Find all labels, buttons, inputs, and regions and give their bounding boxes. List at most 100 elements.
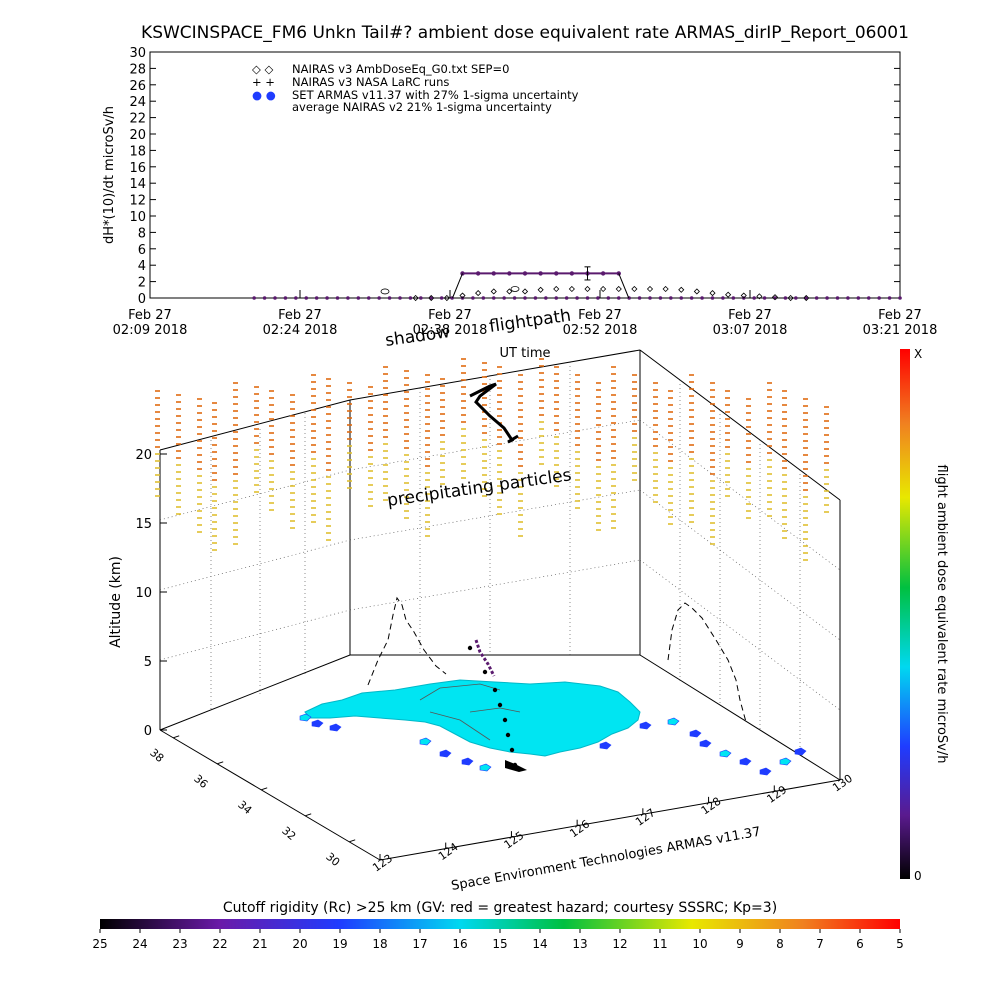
land-mass bbox=[304, 679, 641, 757]
box-edge bbox=[349, 349, 641, 401]
box-edge bbox=[159, 654, 351, 731]
cutoff-rigidity-ticks: 25 24 23 22 21 20 19 18 17 16 15 14 13 12 11 10 9 8 7 6 5 bbox=[92, 929, 904, 951]
armas-point bbox=[616, 296, 621, 300]
armas-point bbox=[512, 296, 517, 300]
x-tick-label-time: 02:38 2018 bbox=[413, 323, 488, 338]
legend-label-nairas-v3: NAIRAS v3 AmbDoseEq_G0.txt SEP=0 bbox=[292, 62, 509, 76]
cutoff-rigidity-gradient bbox=[100, 919, 900, 929]
coastal-fragment bbox=[794, 747, 807, 756]
armas-point bbox=[273, 296, 277, 300]
longitude-tick-label: 129 bbox=[765, 783, 790, 806]
legend-label-nasa-larc: NAIRAS v3 NASA LaRC runs bbox=[292, 75, 449, 89]
longitude-tick-label: 128 bbox=[699, 795, 724, 818]
nairas-diamond bbox=[787, 294, 794, 302]
nairas-diamond bbox=[428, 294, 435, 302]
armas-point bbox=[481, 296, 486, 300]
dose-colorbar-top-label: X bbox=[914, 347, 922, 361]
flight-path-point bbox=[482, 669, 488, 675]
credit-text: Space Environment Technologies ARMAS v11… bbox=[450, 825, 762, 894]
altitude-tick-label: 10 bbox=[135, 586, 152, 601]
coastal-fragment bbox=[299, 713, 312, 722]
armas-point bbox=[554, 296, 559, 300]
box-gridline bbox=[159, 469, 351, 521]
nairas-diamond bbox=[568, 285, 575, 293]
armas-point bbox=[721, 296, 725, 300]
armas-point bbox=[544, 296, 548, 300]
armas-point bbox=[419, 296, 423, 300]
armas-point bbox=[814, 296, 819, 300]
rc-tick-label: 13 bbox=[572, 937, 587, 951]
armas-point bbox=[606, 296, 611, 300]
shadow-trace-right-wall bbox=[667, 602, 747, 723]
longitude-tick-label: 126 bbox=[567, 817, 592, 840]
box-gridline bbox=[349, 419, 641, 471]
flight-path-landing bbox=[505, 760, 527, 772]
coastal-fragment bbox=[689, 729, 702, 738]
dose-colorbar-gradient bbox=[900, 349, 910, 879]
chart-title: KSWCINSPACE_FM6 Unkn Tail#? ambient dose… bbox=[141, 23, 909, 43]
precipitating-particles-annotation: precipitating particles bbox=[386, 465, 573, 511]
rc-tick-label: 6 bbox=[856, 937, 864, 951]
y-tick-label: 6 bbox=[138, 243, 146, 258]
armas-high-point bbox=[616, 271, 621, 276]
box-edge bbox=[379, 779, 841, 861]
armas-point bbox=[731, 296, 736, 300]
rc-tick-label: 11 bbox=[652, 937, 667, 951]
nairas-v2-marker bbox=[510, 286, 520, 292]
altitude-ticks: 0 5 10 15 20 bbox=[135, 448, 167, 739]
legend-symbol-armas: ● ● bbox=[252, 88, 276, 102]
armas-point bbox=[491, 296, 496, 300]
box-edge bbox=[159, 399, 351, 451]
altitude-tick-label: 0 bbox=[144, 724, 152, 739]
legend-symbol-nasa-larc: + + bbox=[252, 75, 275, 89]
armas-point bbox=[439, 296, 444, 300]
y-tick-label: 20 bbox=[129, 128, 146, 143]
armas-high-point bbox=[554, 271, 559, 276]
armas-point bbox=[252, 296, 256, 300]
land-boundaries bbox=[419, 683, 521, 741]
coastal-fragment bbox=[699, 739, 712, 748]
rc-tick-label: 5 bbox=[896, 937, 904, 951]
x-tick-label-date: Feb 27 bbox=[578, 308, 622, 323]
coastal-fragments bbox=[299, 713, 807, 776]
armas-point bbox=[866, 296, 871, 300]
dose-colorbar-bottom-label: 0 bbox=[914, 869, 922, 883]
precipitating-particles-columns bbox=[155, 358, 829, 561]
nairas-diamond bbox=[521, 288, 529, 295]
nairas-diamond bbox=[490, 288, 497, 295]
rc-tick-label: 15 bbox=[492, 937, 507, 951]
longitude-tick-label: 125 bbox=[502, 829, 527, 852]
armas-point bbox=[502, 296, 506, 300]
altitude-axis-label: Altitude (km) bbox=[108, 556, 124, 648]
y-tick-label: 0 bbox=[138, 292, 146, 307]
armas-point bbox=[846, 296, 850, 300]
armas-point bbox=[658, 296, 663, 300]
armas-point bbox=[294, 296, 298, 300]
rc-tick-label: 18 bbox=[372, 937, 387, 951]
armas-high-point bbox=[475, 271, 481, 276]
armas-high-point bbox=[600, 271, 606, 276]
flight-path-point bbox=[509, 747, 515, 753]
nairas-v2-marker bbox=[380, 288, 390, 295]
flight-path-point bbox=[467, 645, 473, 651]
rc-tick-label: 7 bbox=[816, 937, 824, 951]
armas-point bbox=[752, 296, 756, 300]
armas-point bbox=[398, 296, 402, 300]
coastal-fragment bbox=[329, 723, 342, 732]
box-gridline bbox=[639, 419, 841, 571]
armas-point bbox=[877, 296, 881, 300]
coastal-fragment bbox=[311, 719, 324, 728]
armas-high-point bbox=[538, 271, 543, 276]
flight-path bbox=[467, 382, 527, 772]
nairas-diamond bbox=[615, 285, 622, 293]
coastal-fragment bbox=[739, 757, 752, 766]
nairas-diamond bbox=[803, 294, 810, 302]
box-gridline bbox=[159, 609, 351, 661]
time-series-legend: ◇ ◇ NAIRAS v3 AmbDoseEq_G0.txt SEP=0 + +… bbox=[252, 62, 579, 114]
flight-path-point bbox=[497, 702, 503, 708]
box-edge bbox=[639, 654, 841, 781]
armas-point bbox=[596, 296, 600, 300]
